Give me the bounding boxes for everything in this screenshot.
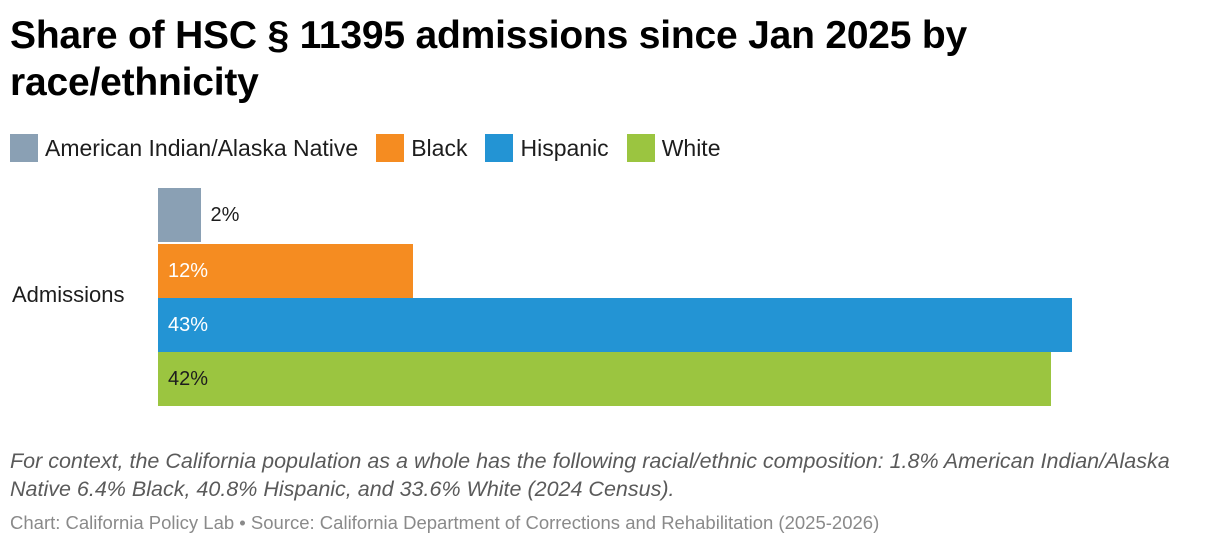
bar-label-white: 42% bbox=[168, 368, 209, 390]
legend-swatch-white bbox=[626, 134, 655, 162]
bar-hispanic bbox=[158, 298, 1072, 352]
legend-swatch-american-indian bbox=[10, 134, 38, 162]
bar-american-indian bbox=[158, 188, 201, 242]
legend-label-hispanic: Hispanic bbox=[520, 134, 609, 161]
legend-label-black: Black bbox=[411, 134, 468, 161]
category-label-admissions: Admissions bbox=[12, 282, 125, 307]
legend-swatch-hispanic bbox=[485, 134, 514, 162]
legend-item-american-indian: American Indian/Alaska Native bbox=[10, 134, 358, 162]
chart-footer: Chart: California Policy Lab • Source: C… bbox=[10, 512, 880, 533]
bar-label-black: 12% bbox=[168, 260, 209, 282]
legend-item-hispanic: Hispanic bbox=[485, 134, 609, 162]
bar-label-hispanic: 43% bbox=[168, 314, 209, 336]
legend: American Indian/Alaska Native Black Hisp… bbox=[10, 133, 738, 163]
legend-label-american-indian: American Indian/Alaska Native bbox=[45, 134, 359, 161]
legend-item-black: Black bbox=[376, 134, 467, 162]
legend-label-white: White bbox=[661, 134, 721, 161]
bar-black bbox=[158, 244, 414, 298]
bar-white bbox=[158, 352, 1051, 406]
context-note: For context, the California population a… bbox=[10, 449, 1170, 501]
bar-label-american-indian: 2% bbox=[210, 204, 240, 226]
legend-item-white: White bbox=[626, 134, 721, 162]
chart-title: Share of HSC § 11395 admissions since Ja… bbox=[10, 14, 968, 104]
plot-area: Admissions 2% 12% 43% 42% bbox=[0, 188, 1220, 408]
legend-swatch-black bbox=[376, 134, 405, 162]
